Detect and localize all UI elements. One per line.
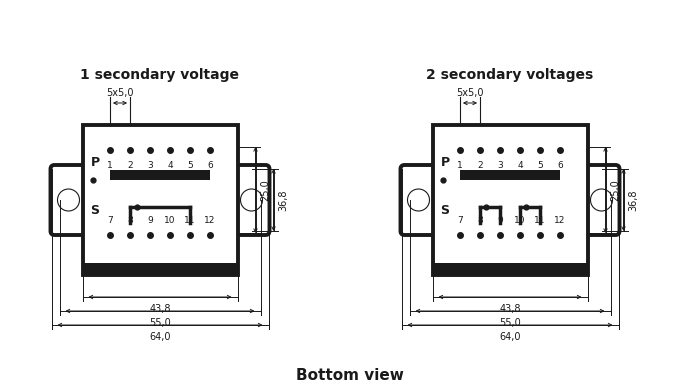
Text: 11: 11 xyxy=(534,216,546,225)
Text: 3: 3 xyxy=(147,161,153,170)
Text: 9: 9 xyxy=(147,216,153,225)
Text: 12: 12 xyxy=(204,216,216,225)
FancyBboxPatch shape xyxy=(234,165,270,235)
Circle shape xyxy=(241,189,262,211)
Text: 5x5,0: 5x5,0 xyxy=(456,88,484,98)
Bar xyxy=(433,263,587,275)
Text: 7: 7 xyxy=(107,216,113,225)
Text: 25,0: 25,0 xyxy=(610,179,620,201)
Circle shape xyxy=(57,189,80,211)
Text: 1: 1 xyxy=(457,161,463,170)
Text: 64,0: 64,0 xyxy=(499,332,521,342)
Text: 7: 7 xyxy=(457,216,463,225)
Text: 5: 5 xyxy=(187,161,193,170)
Text: 5x5,0: 5x5,0 xyxy=(106,88,134,98)
Text: 6: 6 xyxy=(207,161,213,170)
Bar xyxy=(83,125,237,275)
Text: 8: 8 xyxy=(477,216,483,225)
Bar xyxy=(83,263,237,275)
Text: 10: 10 xyxy=(514,216,526,225)
FancyBboxPatch shape xyxy=(50,165,87,235)
Text: 25,0: 25,0 xyxy=(260,179,270,201)
Text: 8: 8 xyxy=(127,216,133,225)
Text: 2 secondary voltages: 2 secondary voltages xyxy=(426,68,594,82)
Text: 12: 12 xyxy=(554,216,566,225)
Text: 11: 11 xyxy=(184,216,196,225)
Text: 2: 2 xyxy=(477,161,483,170)
FancyBboxPatch shape xyxy=(584,165,620,235)
Text: 36,8: 36,8 xyxy=(629,189,638,211)
FancyBboxPatch shape xyxy=(400,165,437,235)
Text: P: P xyxy=(440,156,449,170)
Bar xyxy=(460,170,560,180)
Text: 64,0: 64,0 xyxy=(149,332,171,342)
Bar xyxy=(110,170,210,180)
Circle shape xyxy=(591,189,612,211)
Text: 2: 2 xyxy=(127,161,133,170)
Circle shape xyxy=(407,189,430,211)
Text: 3: 3 xyxy=(497,161,503,170)
Text: 10: 10 xyxy=(164,216,176,225)
Text: S: S xyxy=(440,203,449,217)
Text: 1 secondary voltage: 1 secondary voltage xyxy=(80,68,239,82)
Bar xyxy=(433,125,587,275)
Text: 9: 9 xyxy=(497,216,503,225)
Text: 4: 4 xyxy=(517,161,523,170)
Text: 36,8: 36,8 xyxy=(279,189,288,211)
Text: 43,8: 43,8 xyxy=(149,304,171,314)
Text: 55,0: 55,0 xyxy=(149,318,171,328)
Text: 1: 1 xyxy=(107,161,113,170)
Text: 5: 5 xyxy=(537,161,543,170)
Text: S: S xyxy=(90,203,99,217)
Text: Bottom view: Bottom view xyxy=(296,368,404,382)
Text: 4: 4 xyxy=(167,161,173,170)
Text: P: P xyxy=(90,156,99,170)
Text: 55,0: 55,0 xyxy=(499,318,521,328)
Text: 6: 6 xyxy=(557,161,563,170)
Text: 43,8: 43,8 xyxy=(499,304,521,314)
